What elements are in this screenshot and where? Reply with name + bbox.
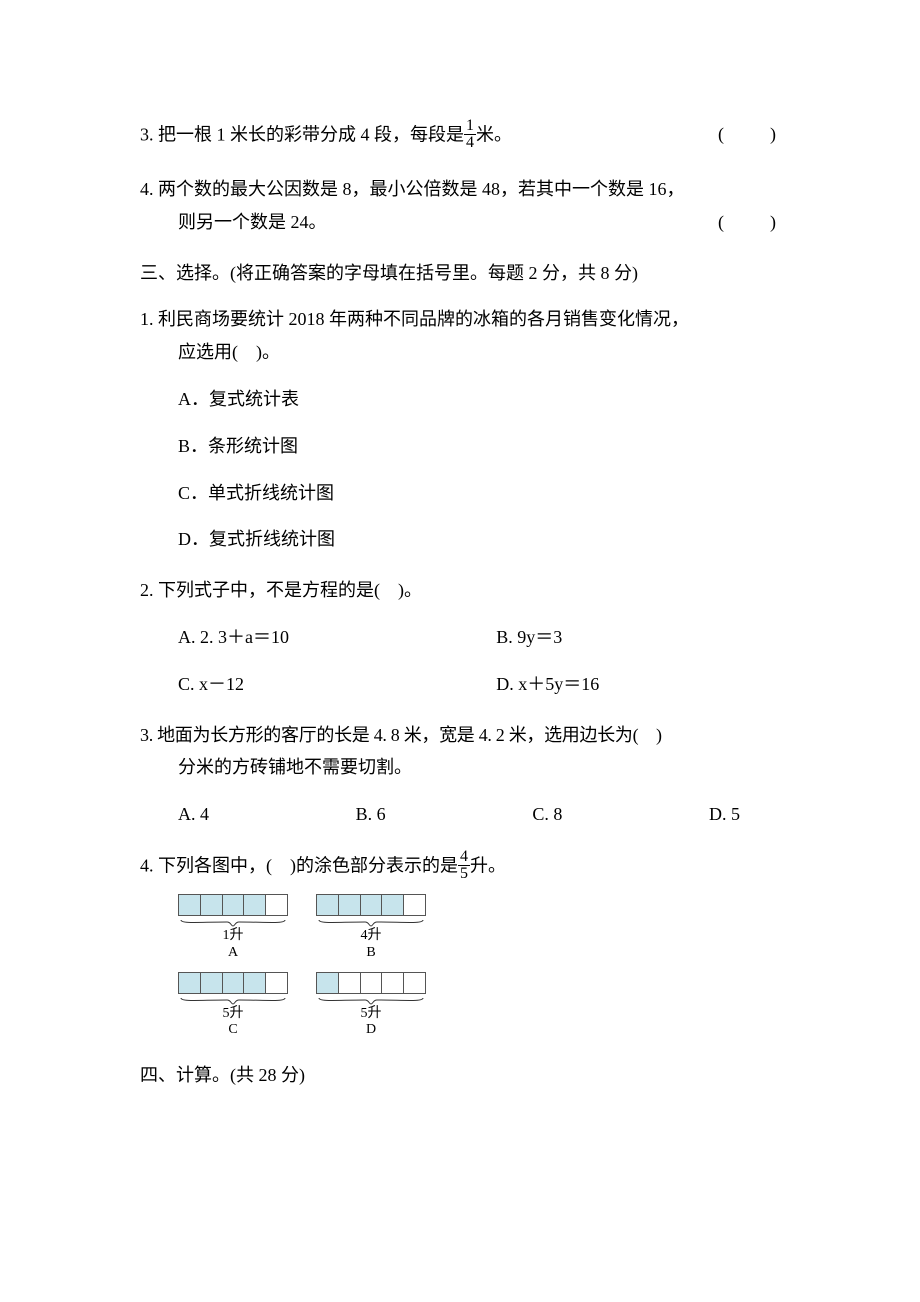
q3-text-post: 米。 bbox=[476, 125, 512, 145]
brace-icon bbox=[179, 996, 287, 1006]
brace-icon bbox=[317, 918, 425, 928]
option-c[interactable]: C. 8 bbox=[532, 800, 562, 829]
q1-line2: 应选用( )。 bbox=[140, 338, 790, 367]
option-label: D bbox=[316, 1022, 426, 1039]
capacity-label: 1升 bbox=[178, 928, 288, 945]
option-a[interactable]: A. 4 bbox=[178, 800, 209, 829]
capacity-label: 4升 bbox=[316, 928, 426, 945]
option-d[interactable]: D．复式折线统计图 bbox=[178, 525, 790, 554]
tf-question-3: 3. 把一根 1 米长的彩带分成 4 段，每段是14米。 ( ) bbox=[140, 120, 790, 153]
q1-options: A．复式统计表 B．条形统计图 C．单式折线统计图 D．复式折线统计图 bbox=[140, 385, 790, 554]
q4-line2: 则另一个数是 24。 bbox=[178, 212, 327, 232]
option-b[interactable]: B. 9y＝3 bbox=[496, 623, 790, 652]
bar-icon bbox=[178, 972, 288, 994]
q3-options: A. 4 B. 6 C. 8 D. 5 bbox=[140, 800, 790, 829]
tf-question-4: 4. 两个数的最大公因数是 8，最小公倍数是 48，若其中一个数是 16， 则另… bbox=[140, 175, 790, 237]
option-label: A bbox=[178, 945, 288, 962]
q4-text-pre: 4. 下列各图中，( )的涂色部分表示的是 bbox=[140, 856, 458, 876]
option-d[interactable]: D. x＋5y＝16 bbox=[496, 670, 790, 699]
q2-row-cd: C. x－12 D. x＋5y＝16 bbox=[140, 670, 790, 699]
diagram-option-d[interactable]: 5升D bbox=[316, 972, 426, 1040]
q4-line1: 4. 两个数的最大公因数是 8，最小公倍数是 48，若其中一个数是 16， bbox=[140, 175, 790, 204]
fraction-one-quarter: 14 bbox=[464, 118, 476, 151]
option-b[interactable]: B. 6 bbox=[356, 800, 386, 829]
mc-question-2: 2. 下列式子中，不是方程的是( )。 A. 2. 3＋a＝10 B. 9y＝3… bbox=[140, 576, 790, 698]
option-a[interactable]: A．复式统计表 bbox=[178, 385, 790, 414]
q1-line1: 1. 利民商场要统计 2018 年两种不同品牌的冰箱的各月销售变化情况， bbox=[140, 305, 790, 334]
capacity-label: 5升 bbox=[178, 1006, 288, 1023]
mc-question-1: 1. 利民商场要统计 2018 年两种不同品牌的冰箱的各月销售变化情况， 应选用… bbox=[140, 305, 790, 554]
brace-icon bbox=[317, 996, 425, 1006]
diagram-option-c[interactable]: 5升C bbox=[178, 972, 288, 1040]
capacity-label: 5升 bbox=[316, 1006, 426, 1023]
option-c[interactable]: C．单式折线统计图 bbox=[178, 479, 790, 508]
mc-question-3: 3. 地面为长方形的客厅的长是 4. 8 米，宽是 4. 2 米，选用边长为( … bbox=[140, 721, 790, 829]
option-d[interactable]: D. 5 bbox=[709, 800, 740, 829]
diagram-option-a[interactable]: 1升A bbox=[178, 894, 288, 962]
mc-question-4: 4. 下列各图中，( )的涂色部分表示的是45升。 1升A4升B5升C5升D bbox=[140, 851, 790, 1039]
tf-bracket[interactable]: ( ) bbox=[718, 120, 790, 149]
q4-text-post: 升。 bbox=[470, 856, 506, 876]
option-a[interactable]: A. 2. 3＋a＝10 bbox=[178, 623, 496, 652]
q3-text-pre: 3. 把一根 1 米长的彩带分成 4 段，每段是 bbox=[140, 125, 464, 145]
section-3-header: 三、选择。(将正确答案的字母填在括号里。每题 2 分，共 8 分) bbox=[140, 259, 790, 288]
diagram-option-b[interactable]: 4升B bbox=[316, 894, 426, 962]
q2-row-ab: A. 2. 3＋a＝10 B. 9y＝3 bbox=[140, 623, 790, 652]
q4-diagram: 1升A4升B5升C5升D bbox=[140, 894, 790, 1039]
q3-line1: 3. 地面为长方形的客厅的长是 4. 8 米，宽是 4. 2 米，选用边长为( … bbox=[140, 721, 790, 750]
q4-line2-row: 则另一个数是 24。 ( ) bbox=[140, 208, 790, 237]
option-c[interactable]: C. x－12 bbox=[178, 670, 496, 699]
option-label: B bbox=[316, 945, 426, 962]
bar-icon bbox=[178, 894, 288, 916]
bar-icon bbox=[316, 972, 426, 994]
tf-bracket[interactable]: ( ) bbox=[718, 208, 790, 237]
brace-icon bbox=[179, 918, 287, 928]
bar-icon bbox=[316, 894, 426, 916]
option-b[interactable]: B．条形统计图 bbox=[178, 432, 790, 461]
section-4-header: 四、计算。(共 28 分) bbox=[140, 1061, 790, 1090]
fraction-four-fifths: 45 bbox=[458, 849, 470, 882]
q3-line2: 分米的方砖铺地不需要切割。 bbox=[140, 753, 790, 782]
q2-stem: 2. 下列式子中，不是方程的是( )。 bbox=[140, 576, 790, 605]
option-label: C bbox=[178, 1022, 288, 1039]
